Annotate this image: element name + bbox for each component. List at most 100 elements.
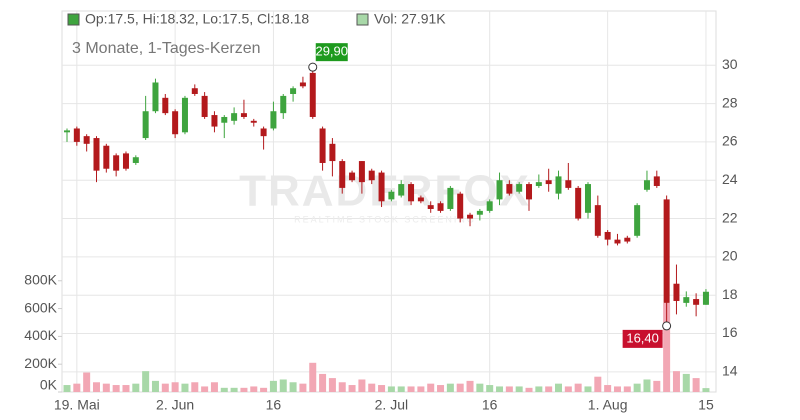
volume-bar	[240, 387, 248, 392]
candle-body	[368, 170, 375, 181]
volume-bar	[348, 385, 356, 392]
volume-bar	[613, 386, 621, 392]
y-tick-label: 18	[722, 286, 738, 302]
y-tick-label: 16	[722, 324, 738, 340]
volume-bar	[299, 383, 307, 392]
legend-price: Op:17.5, Hi:18.32, Lo:17.5, Cl:18.18	[85, 11, 309, 27]
volume-bar	[171, 382, 179, 392]
volume-bar	[151, 380, 159, 392]
y-tick-label: 26	[722, 133, 738, 149]
high-marker	[308, 62, 318, 72]
candle-body	[378, 172, 385, 202]
volume-bar	[102, 383, 110, 392]
candle-body	[584, 184, 591, 213]
legend-swatch	[67, 13, 80, 26]
candle-body	[358, 161, 365, 183]
candle-body	[329, 143, 336, 162]
volume-bar	[122, 385, 130, 392]
candle-body	[152, 82, 159, 112]
candle-body	[457, 193, 464, 219]
x-tick-label: 16	[266, 397, 282, 413]
candle-body	[309, 72, 316, 117]
candle-body	[221, 116, 228, 123]
y2-tick-label: 600K	[24, 299, 57, 315]
candle-body	[280, 95, 287, 114]
candle-body	[142, 111, 149, 139]
y2-tick-label: 200K	[24, 355, 57, 371]
candle-body	[496, 180, 503, 200]
candle-body	[575, 187, 582, 219]
candle-body	[663, 199, 670, 303]
volume-bar	[574, 383, 582, 392]
volume-bar	[338, 382, 346, 392]
volume-bar	[73, 383, 81, 392]
candle-body	[427, 205, 434, 209]
y-tick-label: 30	[722, 56, 738, 72]
y-tick-label: 20	[722, 248, 738, 264]
volume-bar	[407, 386, 415, 392]
candle-body	[683, 297, 690, 303]
candle-body	[486, 201, 493, 211]
volume-bar	[663, 303, 671, 392]
volume-bar	[643, 379, 651, 392]
volume-bar	[427, 383, 435, 392]
marks: 29,90 16,40	[63, 43, 710, 392]
candle-body	[162, 97, 169, 114]
candle-body	[83, 136, 90, 144]
x-tick-label: 2. Jun	[156, 397, 194, 413]
candle-body	[270, 111, 277, 129]
volume-bar	[417, 386, 425, 392]
candle-body	[643, 180, 650, 190]
volume-bar	[92, 382, 100, 392]
candle-body	[516, 184, 523, 192]
x-tick-label: 19. Mai	[54, 397, 100, 413]
candle-body	[545, 180, 552, 185]
volume-bar	[279, 379, 287, 392]
candle-body	[290, 88, 297, 94]
x-tick-label: 15	[698, 397, 714, 413]
volume-bar	[446, 383, 454, 392]
candle-body	[417, 197, 424, 202]
volume-bar	[692, 378, 700, 392]
candle-body	[653, 176, 660, 186]
x-tick-label: 2. Jul	[375, 397, 408, 413]
volume-bar	[505, 386, 513, 392]
candle-body	[476, 210, 483, 215]
volume-bar	[358, 379, 366, 392]
volume-bar	[633, 383, 641, 392]
volume-bar	[201, 386, 209, 392]
grid	[62, 11, 716, 392]
candle-body	[467, 214, 474, 219]
volume-bar	[515, 386, 523, 392]
y-tick-label: 24	[722, 171, 738, 187]
y-tick-label: 22	[722, 209, 738, 225]
candle-body	[250, 120, 257, 123]
candle-body	[64, 130, 70, 133]
watermark-tagline: REALTIME STOCK SCREENING	[294, 214, 476, 224]
candle-body	[113, 155, 120, 171]
candle-body	[408, 184, 415, 202]
volume-bar	[289, 382, 297, 392]
candle-body	[181, 97, 188, 133]
volume-bar	[456, 383, 464, 392]
candle-body	[172, 111, 179, 135]
candle-body	[693, 299, 700, 305]
low-label-box	[622, 329, 663, 348]
x-tick-label: 1. Aug	[588, 397, 628, 413]
candle-body	[555, 176, 562, 194]
volume-bar	[387, 386, 395, 392]
low-marker	[662, 321, 672, 331]
candle-body	[614, 239, 621, 244]
subtitle: 3 Monate, 1-Tages-Kerzen	[72, 40, 261, 57]
volume-bar	[112, 385, 120, 392]
candle-body	[673, 283, 680, 301]
volume-bar	[181, 383, 189, 392]
volume-bar	[191, 382, 199, 392]
candle-body	[201, 95, 208, 117]
volume-bar	[437, 385, 445, 392]
volume-bar	[555, 383, 562, 392]
candle-body	[506, 184, 513, 194]
volume-bar	[653, 380, 661, 392]
legend-volume: Vol: 27.91K	[374, 11, 446, 27]
